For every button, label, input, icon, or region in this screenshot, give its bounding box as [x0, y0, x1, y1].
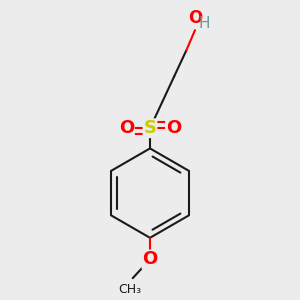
Text: H: H	[199, 16, 210, 31]
Text: O: O	[142, 250, 158, 268]
Text: O: O	[188, 9, 202, 27]
Text: CH₃: CH₃	[118, 283, 141, 296]
Text: S: S	[143, 119, 157, 137]
Text: O: O	[119, 119, 134, 137]
Text: O: O	[166, 119, 181, 137]
